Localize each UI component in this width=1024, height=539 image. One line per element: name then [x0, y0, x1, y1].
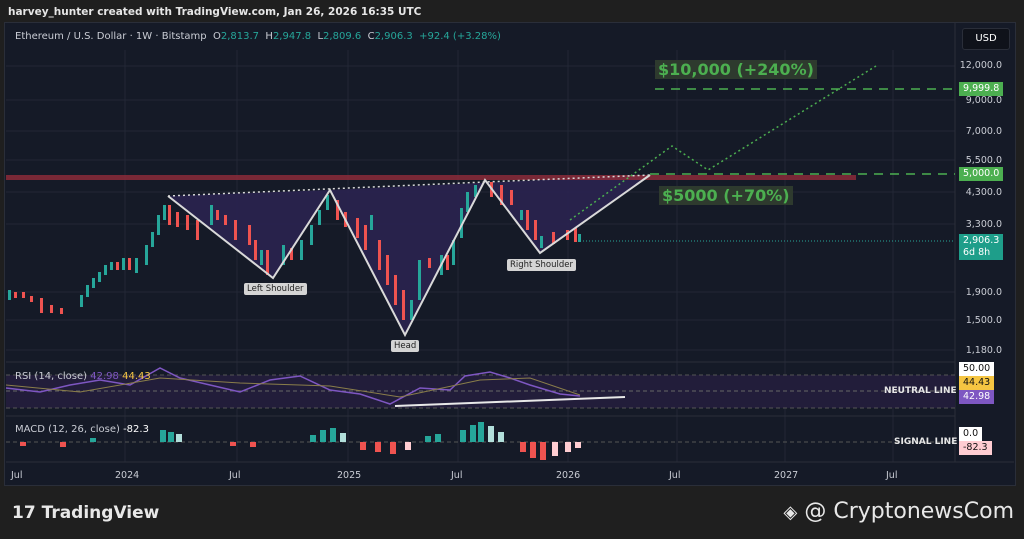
price-tick: 7,000.0 — [965, 126, 1002, 137]
chart-credit: harvey_hunter created with TradingView.c… — [8, 6, 422, 18]
right-shoulder-label: Right Shoulder — [507, 259, 576, 271]
price-tick: 4,300.0 — [965, 187, 1002, 198]
change-value: +92.4 (+3.28%) — [419, 31, 501, 42]
price-tick: 5,500.0 — [965, 155, 1002, 166]
symbol-name: Ethereum / U.S. Dollar · 1W · Bitstamp — [15, 31, 207, 42]
tradingview-logo: 𝟭𝟳 TradingView — [12, 503, 160, 523]
head-label: Head — [391, 340, 420, 352]
last-price-tag: 2,906.3 6d 8h — [959, 234, 1004, 260]
rsi-ma-tag: 44.43 — [959, 376, 995, 390]
watermark: ◈ @ CryptonewsCom — [783, 499, 1015, 524]
rsi-legend[interactable]: RSI (14, close) 42.98 44.43 — [15, 371, 151, 382]
currency-button[interactable]: USD — [962, 28, 1010, 50]
symbol-legend: Ethereum / U.S. Dollar · 1W · Bitstamp O… — [15, 31, 501, 42]
chart-frame — [4, 22, 1016, 486]
price-tick: 1,900.0 — [965, 287, 1002, 298]
time-tick: Jul — [229, 470, 241, 481]
macd-value-tag: -82.3 — [959, 441, 992, 455]
time-tick: Jul — [11, 470, 23, 481]
candles — [8, 182, 581, 320]
price-tick: 1,180.0 — [965, 345, 1002, 356]
time-tick: Jul — [451, 470, 463, 481]
macd-legend[interactable]: MACD (12, 26, close) -82.3 — [15, 424, 149, 435]
time-tick: 2026 — [556, 470, 581, 481]
diamond-icon: ◈ — [783, 502, 798, 523]
rsi-axis-tag: 50.00 — [959, 362, 995, 376]
close-value: 2,906.3 — [374, 31, 413, 42]
price-tick: 1,500.0 — [965, 315, 1002, 326]
price-tick: 3,300.0 — [965, 219, 1002, 230]
high-value: 2,947.8 — [272, 31, 312, 42]
time-tick: 2025 — [337, 470, 362, 481]
open-value: 2,813.7 — [220, 31, 260, 42]
time-tick: Jul — [886, 470, 898, 481]
left-shoulder-label: Left Shoulder — [244, 283, 307, 295]
neutral-line-label: NEUTRAL LINE — [884, 386, 957, 396]
signal-line-label: SIGNAL LINE — [894, 437, 958, 447]
time-tick: Jul — [669, 470, 681, 481]
time-tick: 2027 — [774, 470, 799, 481]
rsi-value-tag: 42.98 — [959, 390, 995, 404]
tv-logo-icon: 𝟭𝟳 — [12, 503, 36, 523]
target-high-tag: 9,999.8 — [959, 82, 1004, 96]
target-low-label: $5000 (+70%) — [659, 186, 793, 205]
price-tick: 12,000.0 — [959, 60, 1002, 71]
time-tick: 2024 — [115, 470, 140, 481]
countdown: 6d 8h — [963, 247, 991, 258]
price-tick: 9,000.0 — [965, 95, 1002, 106]
low-value: 2,809.6 — [323, 31, 362, 42]
macd-zero-tag: 0.0 — [959, 427, 983, 441]
target-high-label: $10,000 (+240%) — [655, 60, 817, 79]
target-low-tag: 5,000.0 — [959, 167, 1004, 181]
